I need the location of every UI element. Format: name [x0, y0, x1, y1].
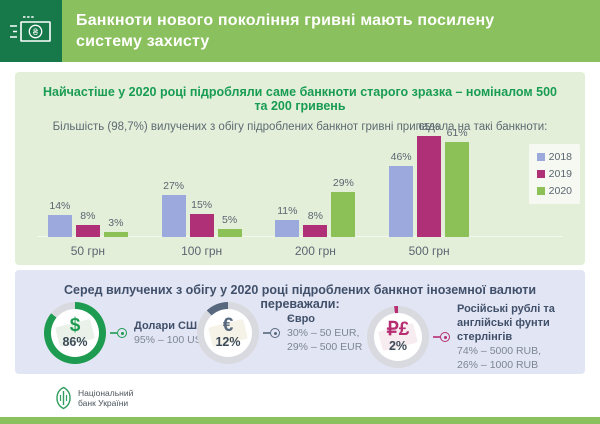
bar-value-label: 15% [191, 198, 213, 211]
currency-share: 2% [388, 339, 408, 353]
bar-value-label: 27% [163, 180, 185, 193]
bar-value-label: 65% [418, 121, 440, 134]
bar-group: 46% 65% 61% 500 грн [389, 121, 470, 258]
axis-baseline [37, 236, 563, 237]
bar-2018 [275, 219, 300, 237]
foreign-panel: Серед вилучених з обігу у 2020 році підр… [15, 270, 585, 374]
legend-item: 2019 [536, 168, 572, 180]
connector-icon [263, 328, 280, 338]
hryvnia-panel: Найчастіше у 2020 році підробляли саме б… [15, 72, 585, 265]
footer: Національний банк України [55, 386, 133, 410]
legend-label: 2020 [548, 185, 572, 197]
bar-2019 [303, 224, 328, 237]
currency-share: 12% [215, 335, 241, 349]
banknote-icon: ₴ [10, 16, 51, 42]
bar-2020 [331, 192, 356, 237]
hryvnia-section-title: Найчастіше у 2020 році підробляли саме б… [43, 85, 557, 113]
nbu-logo-text: Національний банк України [78, 388, 133, 408]
currency-donut: $86% [44, 302, 106, 364]
currency-symbol: € [222, 315, 234, 336]
bar-2019 [75, 224, 100, 237]
bar-2018 [47, 215, 72, 237]
currency-group: ₽£ 2% Російські рублі та англійські фунти … [367, 302, 585, 372]
nbu-logo-icon [56, 386, 71, 410]
currency-group: $86% Долари США 95% – 100 USD [44, 302, 209, 364]
currency-detail: 95% – 100 USD [134, 334, 210, 346]
currency-donut: €12% [197, 302, 259, 364]
bar-group: 14% 8% 3% 50 грн [47, 200, 128, 258]
bar-2018 [389, 165, 414, 237]
currency-group: €12% Євро 30% – 50 EUR, 29% – 500 EUR [197, 302, 362, 364]
bar-value-label: 8% [307, 209, 323, 222]
currency-symbol: ₽£ [386, 319, 410, 340]
bar-chart: 14% 8% 3% 50 грн 27% 15% 5% 100 грн 11% 8% 29% 200 … [31, 119, 486, 258]
bar-value-label: 8% [80, 209, 96, 222]
connector-icon [110, 328, 127, 338]
bar-value-label: 3% [108, 217, 124, 229]
currency-name: Євро [287, 313, 316, 325]
hryvnia-section-subtitle: Більшість (98,7%) вилучених з обігу підр… [52, 121, 548, 133]
connector-icon [433, 332, 450, 342]
nbu-org-line2: банк України [78, 398, 129, 408]
legend-item: 2018 [536, 151, 572, 163]
legend-swatch [536, 187, 545, 195]
chart-legend: 2018 2019 2020 [528, 144, 580, 204]
category-label: 50 грн [70, 244, 106, 258]
bar-value-label: 29% [332, 177, 354, 190]
currency-detail: 30% – 50 EUR, [287, 327, 360, 339]
nbu-org-line1: Національний [78, 388, 134, 398]
brand-block: ₴ [0, 0, 62, 62]
category-label: 100 грн [181, 244, 223, 258]
legend-swatch [536, 153, 545, 161]
bar-value-label: 11% [277, 204, 298, 217]
bar-value-label: 46% [390, 150, 412, 163]
header-banner: ₴ Банкноти нового покоління гривні мають… [0, 0, 600, 62]
bar-2018 [161, 195, 186, 237]
foreign-section-title: Серед вилучених з обігу у 2020 році підр… [64, 283, 536, 311]
currency-symbol: $ [69, 315, 81, 336]
legend-item: 2020 [536, 185, 572, 197]
bar-group: 27% 15% 5% 100 грн [161, 180, 242, 258]
legend-label: 2018 [548, 151, 572, 163]
currency-donut: ₽£ 2% [367, 306, 429, 368]
currency-share: 86% [62, 335, 88, 349]
legend-label: 2019 [548, 168, 572, 180]
currency-detail: 29% – 500 EUR [287, 341, 363, 353]
bar-value-label: 61% [446, 127, 468, 140]
currency-detail: 74% – 5000 RUB, [457, 345, 542, 357]
currency-detail: 26% – 1000 RUB [457, 359, 539, 371]
currency-name: Російські рублі та англійські фунти стер… [457, 303, 555, 343]
bar-group: 11% 8% 29% 200 грн [275, 177, 356, 258]
svg-text:₴: ₴ [33, 27, 38, 37]
category-label: 500 грн [408, 244, 450, 258]
bar-value-label: 5% [222, 214, 238, 227]
bottom-stripe [0, 417, 600, 424]
category-label: 200 грн [294, 244, 336, 258]
currency-name: Долари США [134, 320, 206, 332]
bar-2020 [103, 232, 128, 237]
bar-2020 [217, 229, 242, 237]
header-title: Банкноти нового покоління гривні мають п… [76, 12, 495, 50]
bar-2019 [417, 136, 442, 237]
bar-2019 [189, 213, 214, 237]
bar-2020 [445, 142, 470, 237]
legend-swatch [536, 170, 545, 178]
bar-value-label: 14% [49, 200, 71, 213]
